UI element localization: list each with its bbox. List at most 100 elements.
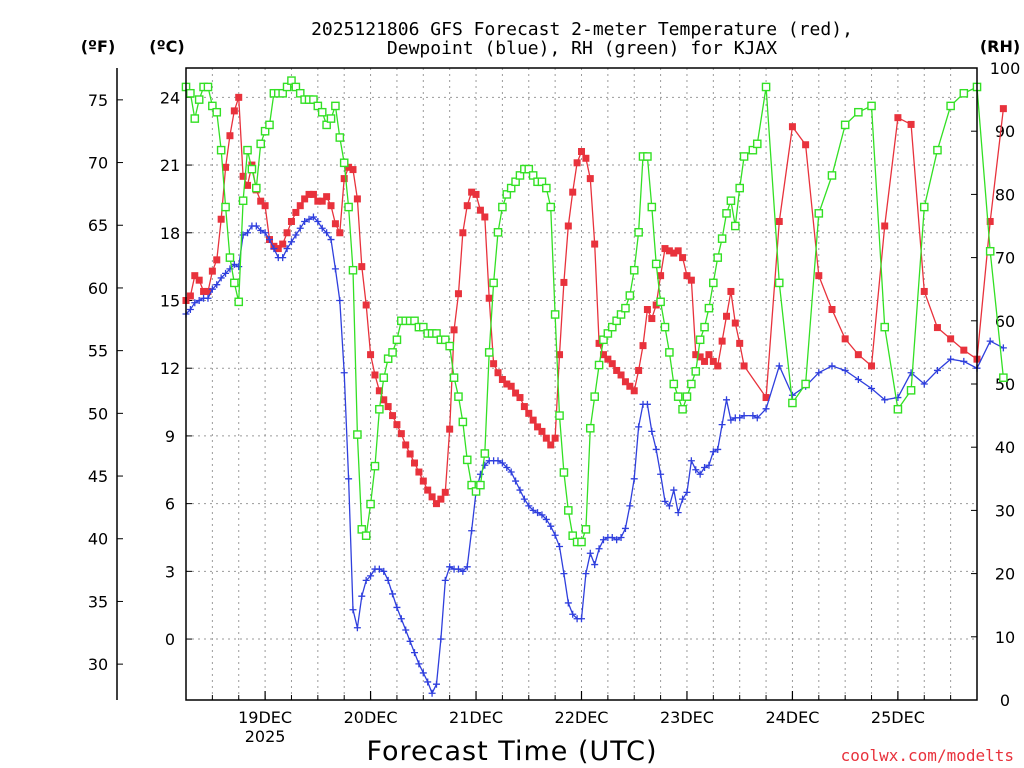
temperature-point [292, 208, 300, 216]
rh-point [546, 202, 556, 212]
rh-point [353, 430, 362, 439]
dewpoint-point [868, 385, 876, 393]
dewpoint-point [999, 344, 1007, 352]
temperature-point [639, 342, 647, 350]
dewpoint-point [670, 486, 678, 494]
rh-point [788, 398, 797, 408]
temperature-point [534, 423, 542, 431]
rh-point [616, 310, 626, 319]
rh-point [339, 158, 349, 168]
dewpoint-point [244, 229, 252, 237]
series-rh [181, 76, 1008, 547]
rh-point [379, 373, 389, 382]
rh-point [739, 152, 749, 161]
temperature-point [573, 159, 581, 167]
fahrenheit-tick-label: 75 [88, 91, 108, 110]
rh-point [603, 329, 613, 338]
celsius-tick-label: 9 [165, 427, 175, 446]
dewpoint-point [498, 459, 506, 467]
dewpoint-point [534, 509, 542, 517]
dewpoint-point [309, 213, 317, 221]
temperature-point [244, 181, 252, 189]
temperature-point [503, 380, 511, 388]
dewpoint-point [635, 423, 643, 431]
dewpoint-point [402, 626, 410, 634]
rh-point [590, 392, 599, 401]
dewpoint-point [525, 502, 533, 510]
temperature-point [621, 378, 629, 386]
temperature-point [692, 351, 700, 359]
temperature-point [415, 468, 423, 476]
x-tick-label: 19DEC [238, 708, 292, 727]
rh-point [840, 120, 850, 130]
rh-point [493, 228, 503, 237]
rh-tick-label: 80 [995, 185, 1015, 204]
temperature-point [208, 267, 216, 275]
rh-point [287, 76, 296, 85]
temperature-point [578, 148, 585, 156]
rh-point [291, 82, 301, 92]
temperature-point [841, 335, 849, 343]
dewpoint-point [239, 231, 247, 239]
dewpoint-point [362, 576, 370, 584]
dewpoint-point [578, 615, 585, 623]
rh-point [691, 367, 701, 376]
dewpoint-point [503, 464, 511, 472]
rh-point [467, 480, 476, 490]
rh-tick-label: 20 [995, 565, 1015, 584]
dewpoint-point [586, 549, 594, 557]
rh-point [880, 322, 890, 332]
temperature-point [701, 357, 709, 365]
celsius-tick-label: 6 [165, 495, 175, 514]
temperature-point [235, 93, 243, 101]
dewpoint-point [648, 427, 656, 435]
temperature-point [186, 292, 194, 300]
dewpoint-point [217, 274, 225, 282]
rh-point [502, 190, 512, 199]
dewpoint-point [415, 660, 423, 668]
temperature-point [696, 353, 704, 361]
rh-tick-label: 90 [995, 122, 1015, 141]
dewpoint-point [582, 570, 590, 578]
dewpoint-point [432, 680, 440, 688]
rh-point [247, 164, 257, 174]
rh-point [317, 107, 327, 117]
dewpoint-point [283, 245, 291, 253]
dewpoint-point [599, 536, 607, 544]
rh-point [216, 145, 226, 155]
rh-point [621, 303, 630, 313]
fahrenheit-tick-label: 70 [88, 154, 108, 173]
temperature-point [397, 430, 405, 438]
dewpoint-point [564, 599, 572, 607]
dewpoint-point [674, 509, 682, 517]
dewpoint-point [520, 495, 528, 503]
temperature-point [560, 278, 568, 286]
temperature-point [485, 294, 493, 302]
rh-point [999, 373, 1008, 382]
celsius-tick-label: 15 [160, 291, 180, 310]
dewpoint-point [446, 563, 454, 571]
dewpoint-point [621, 524, 629, 532]
temperature-point [525, 409, 533, 417]
rh-tick-label: 0 [1000, 691, 1010, 710]
rh-point [647, 202, 657, 212]
rh-point [440, 335, 450, 345]
rh-point [295, 88, 305, 98]
dewpoint-point [270, 245, 278, 253]
dewpoint-point [608, 533, 616, 541]
temperature-point [239, 172, 247, 180]
dewpoint-point [854, 375, 862, 383]
x-tick-label: 20DEC [344, 708, 398, 727]
temperature-point [604, 355, 612, 363]
dewpoint-point [393, 603, 401, 611]
temperature-point [999, 105, 1007, 113]
rh-point [186, 88, 195, 98]
rh-point [230, 278, 239, 288]
temperature-point [661, 245, 669, 253]
temperature-point [349, 166, 357, 174]
temperature-point [411, 459, 419, 467]
rh-point [221, 202, 230, 212]
rh-point [344, 202, 353, 212]
temperature-point [687, 276, 695, 284]
rh-point [731, 221, 740, 231]
